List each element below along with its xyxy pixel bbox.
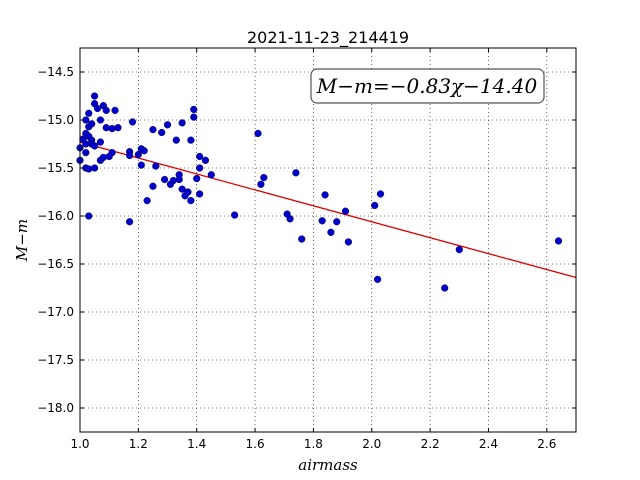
data-point [128, 118, 137, 126]
chart-title: 2021-11-23_214419 [247, 28, 409, 48]
data-point [254, 129, 262, 138]
data-point [187, 136, 195, 144]
data-point [207, 171, 215, 179]
data-point [318, 217, 326, 225]
x-tick-labels: 1.0 1.2 1.4 1.6 1.8 2.0 2.2 2.4 2.6 [70, 437, 556, 451]
data-point [114, 124, 122, 132]
data-points [76, 92, 563, 292]
data-point [321, 191, 329, 199]
data-point [196, 152, 204, 161]
data-point [231, 211, 239, 219]
y-axis-label: M−m [13, 219, 31, 262]
plot-frame [79, 47, 577, 433]
axis-ticks [79, 48, 576, 432]
data-point [260, 174, 268, 182]
fit-equation-label: M−m=−0.83χ−14.40 [316, 74, 538, 98]
x-tick-label: 1.4 [187, 437, 206, 451]
x-tick-label: 1.6 [246, 437, 265, 451]
y-tick-label: −17.0 [37, 305, 74, 319]
data-point [108, 149, 116, 157]
x-tick-label: 2.0 [362, 437, 381, 451]
data-point [134, 150, 142, 159]
data-point [172, 136, 180, 144]
data-point [455, 246, 463, 254]
data-point [376, 190, 385, 198]
data-point [292, 169, 300, 177]
data-point [190, 105, 198, 114]
data-point [102, 106, 110, 115]
data-point [184, 188, 192, 196]
y-tick-labels: −14.5 −15.0 −15.5 −16.0 −16.5 −17.0 −17.5 −18.0 [37, 65, 74, 415]
data-point [158, 128, 166, 137]
data-point [341, 207, 350, 215]
data-point [374, 275, 382, 283]
data-point [143, 197, 151, 205]
fit-line [79, 141, 577, 279]
data-point [85, 212, 93, 220]
data-point [333, 218, 341, 226]
y-tick-label: −14.5 [37, 65, 74, 79]
fit-line-group [79, 141, 577, 279]
y-tick-label: −15.0 [37, 113, 74, 127]
data-point [161, 175, 169, 184]
plot-area [80, 48, 576, 432]
data-point [193, 174, 201, 183]
fit-equation-box [310, 68, 545, 104]
data-point [90, 142, 99, 150]
x-tick-label: 1.8 [304, 437, 323, 451]
y-tick-label: −17.5 [37, 353, 74, 367]
data-point [201, 156, 210, 164]
data-point [190, 113, 198, 121]
data-point [196, 164, 204, 172]
data-point [111, 106, 119, 115]
data-point [178, 185, 186, 193]
data-point [344, 238, 353, 246]
data-point [126, 218, 134, 226]
data-point [554, 237, 563, 245]
grid-lines [79, 48, 576, 432]
data-point [96, 116, 105, 124]
x-tick-label: 1.2 [129, 437, 148, 451]
data-point [137, 161, 145, 169]
y-tick-label: −18.0 [37, 401, 74, 415]
y-tick-label: −15.5 [37, 161, 74, 175]
data-point [149, 182, 157, 190]
data-point [93, 104, 102, 113]
y-tick-label: −16.0 [37, 209, 74, 223]
data-point [163, 121, 172, 129]
data-point [371, 201, 379, 210]
x-tick-label: 2.2 [421, 437, 440, 451]
y-tick-label: −16.5 [37, 257, 74, 271]
data-point [126, 151, 134, 160]
data-point [298, 235, 306, 243]
data-point [441, 284, 449, 292]
data-point [175, 175, 183, 184]
data-point [85, 109, 93, 117]
x-tick-label: 1.0 [70, 437, 89, 451]
data-point [178, 119, 186, 127]
data-point [327, 228, 335, 236]
data-point [82, 149, 90, 157]
data-point [90, 92, 99, 100]
x-tick-label: 2.4 [479, 437, 498, 451]
data-point [187, 197, 195, 205]
x-axis-label: airmass [298, 456, 358, 474]
data-point [140, 147, 148, 155]
data-point [152, 162, 160, 170]
data-point [257, 180, 265, 188]
data-point [286, 215, 294, 223]
data-point [88, 120, 96, 128]
data-point [149, 126, 157, 134]
data-point [90, 164, 99, 172]
data-point [196, 190, 204, 198]
x-tick-label: 2.6 [537, 437, 556, 451]
data-point [96, 138, 105, 146]
